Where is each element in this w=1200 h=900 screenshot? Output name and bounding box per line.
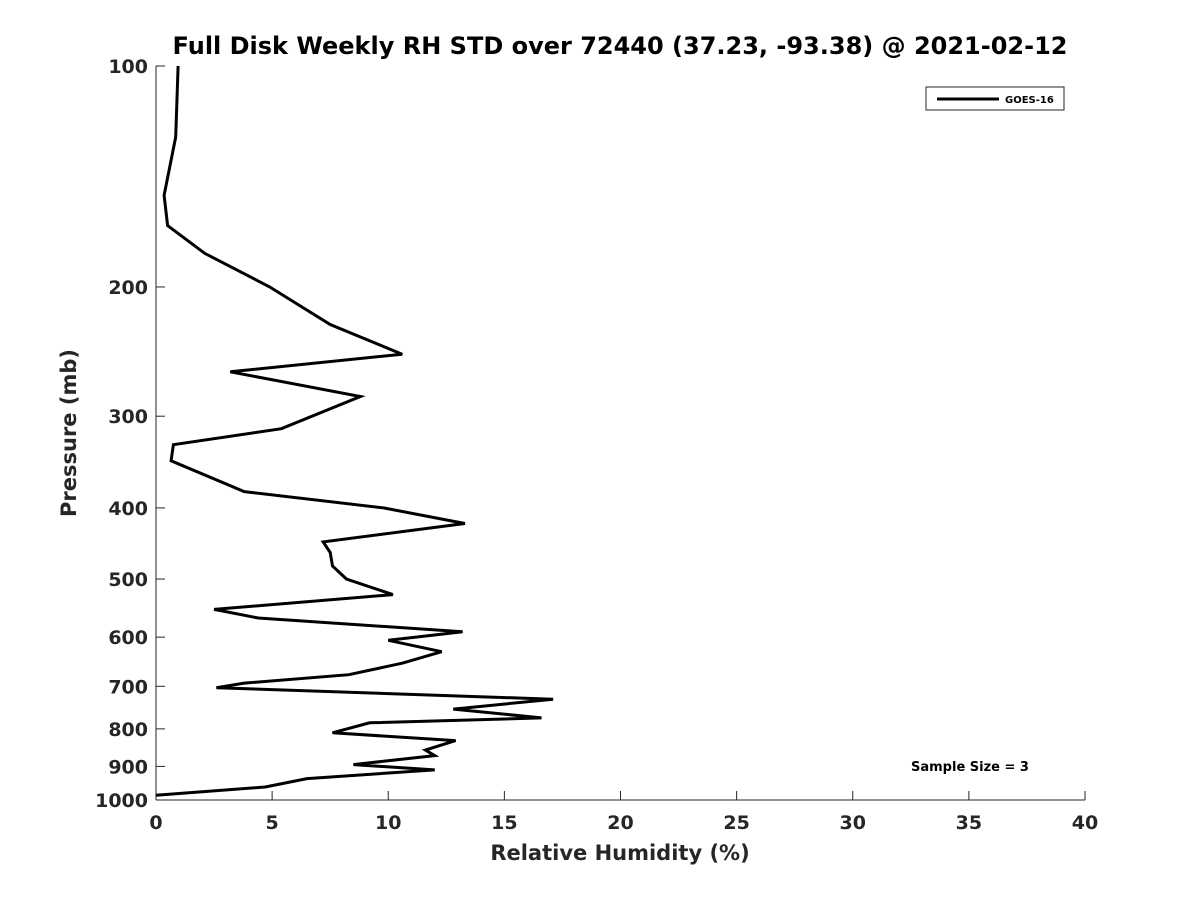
x-tick-label: 10: [375, 812, 401, 834]
x-tick-label: 0: [149, 812, 162, 834]
y-axis-ticks: 100 200 300 400 500 600 700 800 900 1000: [95, 56, 165, 812]
series-line-goes-16: [155, 65, 554, 797]
chart-title: Full Disk Weekly RH STD over 72440 (37.2…: [173, 32, 1068, 60]
y-tick-label: 400: [108, 498, 148, 520]
x-tick-label: 5: [266, 812, 279, 834]
x-axis-label: Relative Humidity (%): [490, 841, 749, 865]
x-tick-label: 35: [956, 812, 982, 834]
x-tick-label: 30: [840, 812, 866, 834]
y-tick-label: 600: [108, 627, 148, 649]
legend: GOES-16: [925, 86, 1065, 111]
y-tick-label: 500: [108, 569, 148, 591]
legend-label-goes-16: GOES-16: [1005, 95, 1054, 106]
x-tick-label: 25: [723, 812, 749, 834]
y-tick-label: 100: [108, 56, 148, 78]
x-tick-label: 20: [607, 812, 633, 834]
y-tick-label: 700: [108, 676, 148, 698]
y-tick-label: 900: [108, 756, 148, 778]
y-tick-label: 200: [108, 277, 148, 299]
y-axis-label: Pressure (mb): [57, 349, 81, 517]
y-tick-label: 800: [108, 719, 148, 741]
y-tick-label: 300: [108, 406, 148, 428]
y-tick-label: 1000: [95, 790, 148, 812]
x-tick-label: 40: [1072, 812, 1098, 834]
sample-size-annotation: Sample Size = 3: [911, 760, 1029, 775]
x-tick-label: 15: [491, 812, 517, 834]
x-axis-ticks: 0 5 10 15 20 25 30 35 40: [149, 791, 1098, 834]
